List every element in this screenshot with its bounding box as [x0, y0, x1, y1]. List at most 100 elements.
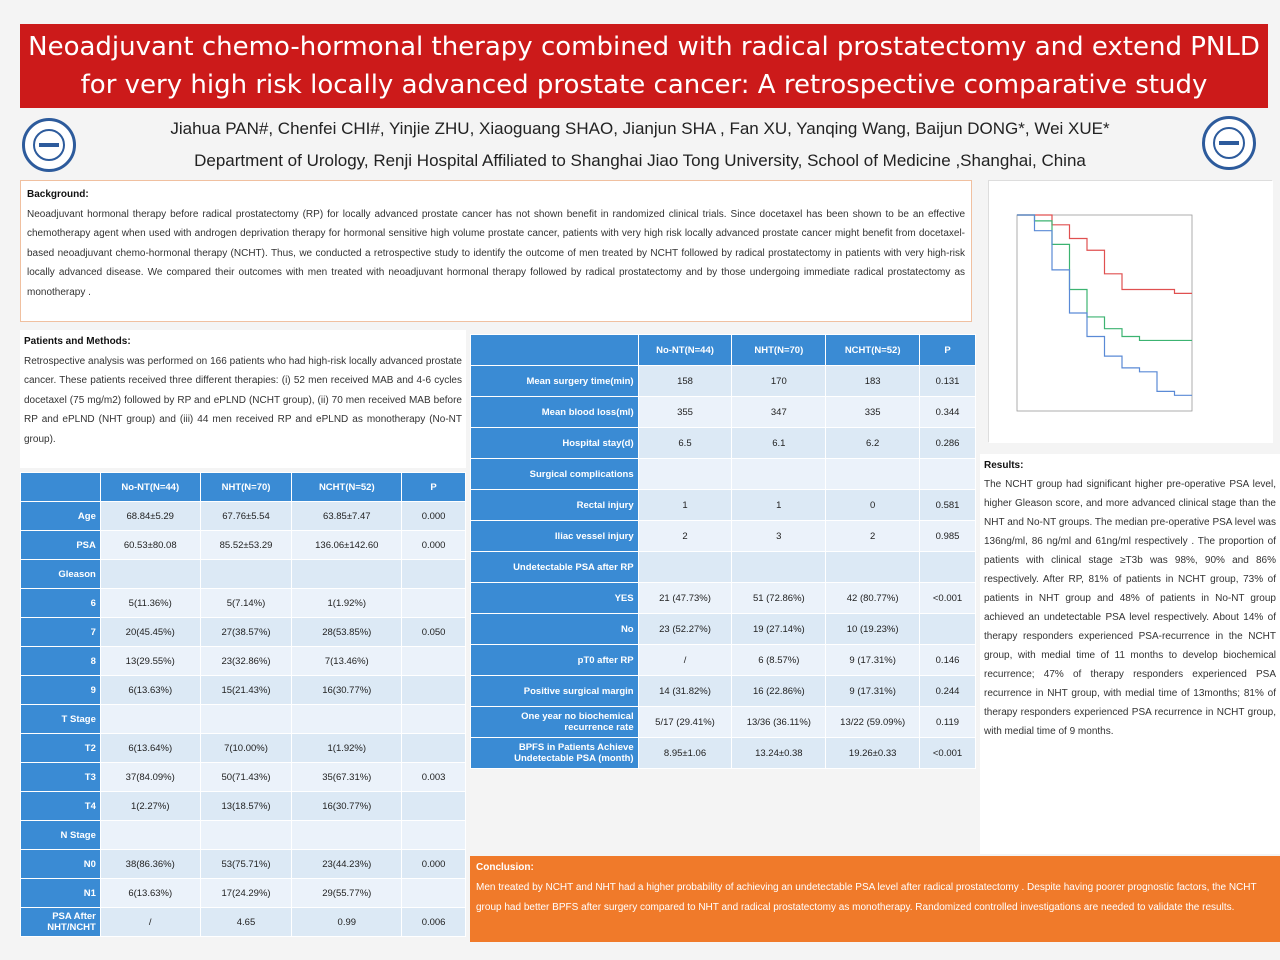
table-cell: 0.286 — [919, 427, 976, 459]
row-label: 8 — [20, 646, 101, 676]
table-cell — [919, 458, 976, 490]
table-cell: 16(30.77%) — [291, 791, 403, 821]
table-cell: 5/17 (29.41%) — [637, 706, 733, 738]
table-cell: 13/22 (59.09%) — [825, 706, 921, 738]
table-cell: 13.24±0.38 — [731, 737, 827, 769]
table-cell: 28(53.85%) — [291, 617, 403, 647]
row-label: Hospital stay(d) — [470, 427, 639, 459]
table-cell: 10 (19.23%) — [825, 613, 921, 645]
table-cell — [401, 704, 466, 734]
row-label: Gleason — [20, 559, 101, 589]
table-cell: 15(21.43%) — [199, 675, 293, 705]
table-cell: 67.76±5.54 — [199, 501, 293, 531]
table-row: Hospital stay(d) 6.5 6.1 6.2 0.286 — [470, 427, 976, 459]
table-cell — [401, 588, 466, 618]
table-cell — [637, 458, 733, 490]
table-cell: 68.84±5.29 — [99, 501, 201, 531]
table-cell: 23 (52.27%) — [637, 613, 733, 645]
table-cell: 158 — [637, 365, 733, 397]
table-cell: 1 — [731, 489, 827, 521]
conclusion-section: Conclusion: Men treated by NCHT and NHT … — [470, 856, 1280, 942]
table-cell: 14 (31.82%) — [637, 675, 733, 707]
table-cell — [919, 613, 976, 645]
surgical-outcomes-table: No-NT(N=44) NHT(N=70) NCHT(N=52) P Mean sur… — [470, 334, 976, 769]
table-header-cell: NCHT(N=52) — [291, 472, 403, 502]
table-cell: 0.244 — [919, 675, 976, 707]
table-cell: 6.2 — [825, 427, 921, 459]
conclusion-heading: Conclusion: — [476, 862, 534, 873]
table-cell — [291, 559, 403, 589]
table-cell — [825, 458, 921, 490]
table-cell: 1 — [637, 489, 733, 521]
table-cell: 183 — [825, 365, 921, 397]
plot-frame — [1016, 214, 1193, 412]
table-cell: 7(13.46%) — [291, 646, 403, 676]
row-label: T2 — [20, 733, 101, 763]
row-label: 9 — [20, 675, 101, 705]
table-header-cell: NHT(N=70) — [199, 472, 293, 502]
table-cell — [637, 551, 733, 583]
table-cell: 6(13.64%) — [99, 733, 201, 763]
table-cell: 37(84.09%) — [99, 762, 201, 792]
table-row: N0 38(86.36%) 53(75.71%) 23(44.23%) 0.000 — [20, 849, 466, 879]
table-cell: 4.65 — [199, 907, 293, 937]
table-cell: 355 — [637, 396, 733, 428]
row-label: Undetectable PSA after RP — [470, 551, 639, 583]
table-row: One year no biochemical recurrence rate 5… — [470, 706, 976, 738]
table-row: 8 13(29.55%) 23(32.86%) 7(13.46%) — [20, 646, 466, 676]
survival-curve-figure — [988, 180, 1273, 443]
row-label: PSA — [20, 530, 101, 560]
table-row: N Stage — [20, 820, 466, 850]
table-cell: 170 — [731, 365, 827, 397]
table-cell: 6(13.63%) — [99, 675, 201, 705]
baseline-characteristics-table: No-NT(N=44) NHT(N=70) NCHT(N=52) P Age 68.84… — [20, 472, 466, 937]
table-row: Undetectable PSA after RP — [470, 551, 976, 583]
table-cell — [401, 791, 466, 821]
table-row: pT0 after RP/6 (8.57%) 9 (17.31%) 0.146 — [470, 644, 976, 676]
table-cell: 0.003 — [401, 762, 466, 792]
table-cell: / — [637, 644, 733, 676]
table-row: Mean blood loss(ml) 355 347 335 0.344 — [470, 396, 976, 428]
table-cell: 5(11.36%) — [99, 588, 201, 618]
table-cell: 7(10.00%) — [199, 733, 293, 763]
table-header-cell: NCHT(N=52) — [825, 334, 921, 366]
table-cell: 0 — [825, 489, 921, 521]
table-cell — [199, 820, 293, 850]
table-cell — [199, 559, 293, 589]
table-cell — [401, 559, 466, 589]
conclusion-text: Men treated by NCHT and NHT had a higher… — [476, 882, 1257, 913]
results-text: The NCHT group had significant higher pr… — [984, 479, 1276, 737]
table-header-cell: No-NT(N=44) — [99, 472, 201, 502]
table-cell: 63.85±7.47 — [291, 501, 403, 531]
results-heading: Results: — [984, 460, 1024, 471]
row-label: 7 — [20, 617, 101, 647]
methods-heading: Patients and Methods: — [24, 336, 131, 347]
table-cell — [291, 820, 403, 850]
table-header-cell: P — [919, 334, 976, 366]
table-row: Surgical complications — [470, 458, 976, 490]
row-label: T3 — [20, 762, 101, 792]
table-row: N1 6(13.63%) 17(24.29%) 29(55.77%) — [20, 878, 466, 908]
row-label: YES — [470, 582, 639, 614]
row-label: N0 — [20, 849, 101, 879]
table-cell: 85.52±53.29 — [199, 530, 293, 560]
table-cell: 8.95±1.06 — [637, 737, 733, 769]
table-cell: 335 — [825, 396, 921, 428]
table-cell — [99, 820, 201, 850]
table-cell: 1(2.27%) — [99, 791, 201, 821]
table-cell — [401, 820, 466, 850]
table-row: PSA 60.53±80.08 85.52±53.29 136.06±142.60 0.… — [20, 530, 466, 560]
table-row: Iliac vessel injury 2 3 2 0.985 — [470, 520, 976, 552]
table-row: 9 6(13.63%) 15(21.43%) 16(30.77%) — [20, 675, 466, 705]
table-cell: 6(13.63%) — [99, 878, 201, 908]
results-section: Results: The NCHT group had significant … — [980, 454, 1280, 854]
table-cell: 0.985 — [919, 520, 976, 552]
table-cell: 16 (22.86%) — [731, 675, 827, 707]
table-cell: 136.06±142.60 — [291, 530, 403, 560]
table-row: T4 1(2.27%) 13(18.57%) 16(30.77%) — [20, 791, 466, 821]
table-cell: 51 (72.86%) — [731, 582, 827, 614]
table-cell: 9 (17.31%) — [825, 644, 921, 676]
table-cell: 6.1 — [731, 427, 827, 459]
university-logo-icon — [22, 118, 76, 172]
table-cell — [401, 675, 466, 705]
